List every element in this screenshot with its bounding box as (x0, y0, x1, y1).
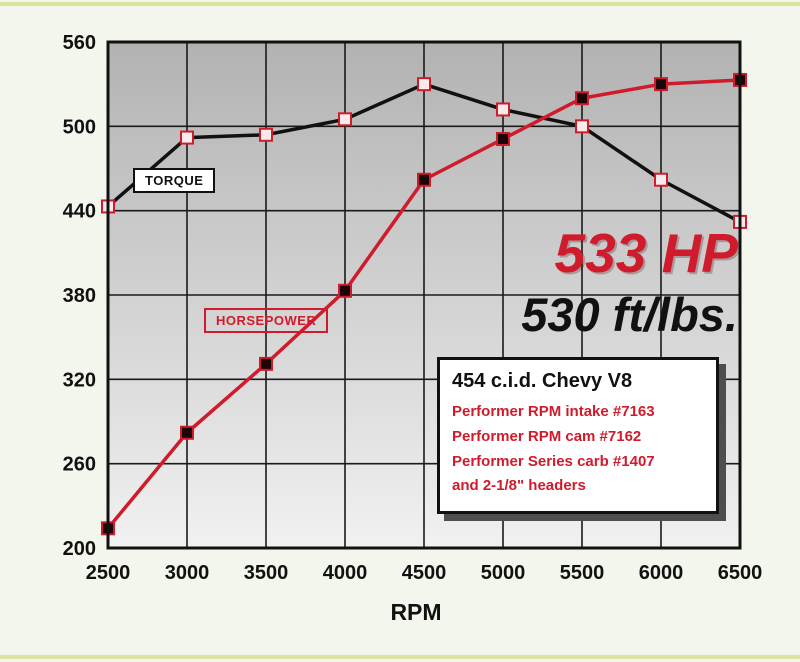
torque-marker (654, 172, 668, 187)
x-tick-label: 2500 (86, 562, 131, 584)
horsepower-marker (417, 172, 431, 187)
x-tick-label: 6500 (718, 562, 763, 584)
y-tick-label: 500 (63, 116, 96, 138)
x-axis-title: RPM (390, 599, 441, 625)
y-tick-label: 200 (63, 538, 96, 560)
torque-peak-value: 530 ft/lbs. (521, 288, 738, 341)
info-box-line: Performer Series carb #1407 (452, 452, 655, 470)
horsepower-marker (654, 77, 668, 92)
engine-info-box: 454 c.i.d. Chevy V8 Performer RPM intake… (437, 357, 719, 514)
y-tick-label: 440 (63, 201, 96, 223)
torque-marker (496, 102, 510, 117)
horsepower-marker (575, 91, 589, 106)
y-tick-label: 380 (63, 285, 96, 307)
bottom-accent-strip (0, 655, 800, 659)
hp-peak-value: 533 HP (554, 222, 738, 284)
plot-border (106, 40, 742, 550)
x-tick-label: 5500 (560, 562, 605, 584)
info-box-line: Performer RPM intake #7163 (452, 403, 655, 420)
x-tick-label: 3000 (165, 562, 210, 584)
y-tick-label: 320 (63, 369, 96, 391)
torque-marker (338, 112, 352, 127)
torque-marker (259, 127, 273, 142)
y-tick-label: 260 (63, 454, 96, 476)
horsepower-series-label: HORSEPOWER (204, 308, 329, 333)
horsepower-marker (259, 356, 273, 371)
x-tick-label: 6000 (639, 562, 684, 584)
horsepower-marker (496, 131, 510, 146)
engine-title: 454 c.i.d. Chevy V8 (452, 370, 633, 392)
y-tick-label: 560 (63, 32, 96, 54)
horsepower-marker (180, 425, 194, 440)
info-box-line: Performer RPM cam #7162 (452, 427, 642, 445)
x-tick-label: 5000 (481, 562, 526, 584)
x-tick-label: 4500 (402, 562, 447, 584)
x-tick-label: 4000 (323, 562, 368, 584)
x-tick-label: 3500 (244, 562, 289, 584)
top-accent-strip (0, 2, 800, 6)
info-box-line: and 2-1/8" headers (452, 477, 586, 495)
torque-marker (180, 130, 194, 145)
torque-marker (575, 119, 589, 134)
torque-series-label: TORQUE (133, 168, 216, 193)
torque-marker (417, 77, 431, 92)
horsepower-marker (338, 283, 352, 298)
info-box-lines: Performer RPM intake #7163 Performer RPM … (452, 400, 704, 499)
